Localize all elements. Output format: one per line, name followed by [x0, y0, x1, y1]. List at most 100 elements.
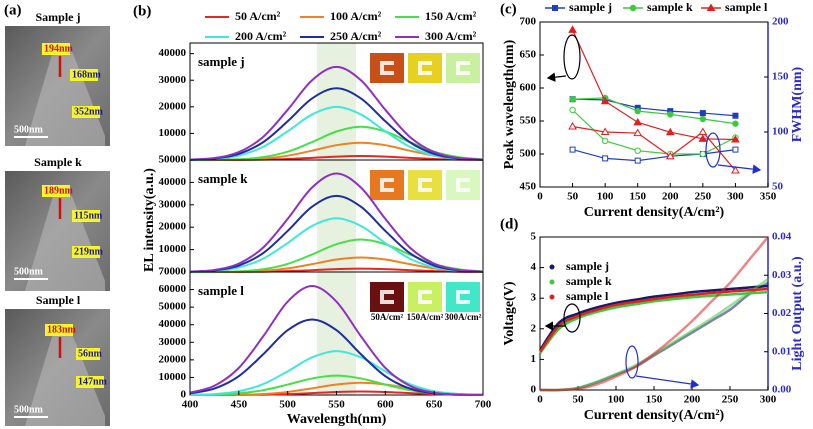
width-label: 352nm — [74, 106, 104, 117]
x-tick-label: 100 — [597, 191, 614, 203]
y2-tick-label: 200 — [772, 16, 789, 28]
y2-tick-label: 0.02 — [772, 307, 792, 319]
legend-label: 250 A/cm² — [330, 29, 382, 43]
y-tick-label: 20000 — [159, 100, 187, 112]
point — [667, 111, 674, 118]
width-label-bg — [42, 43, 70, 55]
inset-device — [418, 178, 432, 192]
inset-device — [418, 290, 432, 304]
y-tick-label: 10000 — [159, 371, 187, 383]
point — [633, 117, 643, 126]
y-tick-label: 40000 — [159, 318, 187, 330]
width-label: 183nm — [47, 324, 77, 335]
x-tick-label: 150 — [629, 191, 646, 203]
y-tick-label: 30000 — [159, 198, 187, 210]
legend-marker — [552, 5, 558, 11]
legend-label: 50 A/cm² — [235, 9, 281, 23]
x-tick-label: 250 — [695, 191, 712, 203]
spectrum-line — [189, 105, 484, 161]
point — [601, 137, 609, 145]
legend-marker — [629, 4, 637, 12]
y-tick-label: 500 — [520, 148, 537, 160]
inset-label: 50A/cm² — [371, 312, 403, 322]
inset-device — [380, 178, 394, 192]
sample-title: Sample j — [36, 10, 81, 24]
scale-bar-label: 500nm — [14, 124, 44, 135]
inset-photo — [446, 53, 480, 83]
point — [602, 155, 609, 162]
point — [634, 107, 641, 115]
point — [634, 157, 641, 164]
y2-tick-label: 0.04 — [772, 231, 792, 243]
y-tick-label: 70000 — [159, 266, 187, 278]
legend-label: sample k — [566, 274, 612, 288]
y-tick-label: 10000 — [159, 127, 187, 139]
x-tick-label: 200 — [662, 191, 679, 203]
y-tick-label: 50000 — [159, 154, 187, 166]
subplot-label: sample k — [198, 171, 248, 186]
legend-label: 300 A/cm² — [425, 29, 477, 43]
spectrum-line — [189, 87, 484, 161]
legend-label: sample k — [647, 0, 693, 14]
sample-title: Sample k — [34, 155, 82, 169]
width-label-bg — [72, 246, 100, 258]
y-tick-label: 40000 — [159, 176, 187, 188]
point — [732, 120, 739, 127]
x-tick-label: 400 — [182, 399, 199, 411]
inset-label: 300A/cm² — [445, 312, 482, 322]
y-tick-label: 3 — [531, 292, 537, 304]
x-tick-label: 250 — [722, 394, 739, 406]
inset-device — [380, 290, 394, 304]
series-line-y2 — [539, 236, 769, 392]
spectrum-line — [189, 65, 484, 161]
y-tick-label: 0 — [181, 389, 187, 401]
y-axis-title: EL intensity(a.u.) — [142, 168, 157, 272]
width-label-bg — [45, 324, 73, 336]
series-line — [539, 290, 769, 355]
inset-photo — [408, 282, 442, 312]
annotations — [544, 34, 762, 389]
panel-label: (b) — [133, 3, 151, 19]
y-tick-label: 40000 — [159, 47, 187, 59]
y2-tick-label: 0.00 — [772, 384, 792, 396]
series-line — [572, 98, 736, 117]
y-tick-label: 60000 — [159, 283, 187, 295]
y-axis-title: Voltage(V) — [502, 281, 517, 345]
x-tick-label: 50 — [567, 191, 579, 203]
x-tick-label: 450 — [231, 399, 248, 411]
x-tick-label: 50 — [573, 394, 585, 406]
x-axis-title: Wavelength(nm) — [287, 412, 387, 427]
legend-marker — [706, 3, 716, 11]
plot-frame — [539, 21, 769, 188]
width-label: 194nm — [44, 43, 74, 54]
panel-label: (d) — [500, 216, 518, 232]
x-axis-title: Current density(A/cm²) — [584, 408, 725, 423]
x-tick-label: 0 — [537, 394, 543, 406]
point — [699, 110, 706, 117]
y-tick-label: 1 — [531, 353, 537, 365]
y-tick-label: 650 — [520, 49, 537, 61]
spectrum-line — [189, 194, 484, 273]
spectrum-line — [189, 172, 484, 273]
width-label: 219nm — [74, 246, 104, 257]
y2-axis-title: FWHM(nm) — [790, 66, 805, 142]
x-tick-label: 600 — [377, 399, 394, 411]
x-tick-label: 650 — [426, 399, 443, 411]
series-line — [572, 29, 736, 141]
y-tick-label: 5 — [531, 231, 537, 243]
legend-label: sample j — [569, 0, 612, 14]
point — [568, 25, 577, 33]
width-label-bg — [42, 185, 70, 197]
point — [633, 128, 643, 137]
y-tick-label: 20000 — [159, 353, 187, 365]
y-tick-label: 600 — [520, 82, 537, 94]
width-label-bg — [70, 69, 98, 81]
width-label-bg — [76, 376, 104, 388]
subplot-label: sample l — [198, 283, 244, 298]
x-tick-label: 200 — [684, 394, 701, 406]
point — [731, 134, 740, 143]
panel-label: (c) — [500, 1, 517, 17]
width-label: 189nm — [44, 185, 74, 196]
